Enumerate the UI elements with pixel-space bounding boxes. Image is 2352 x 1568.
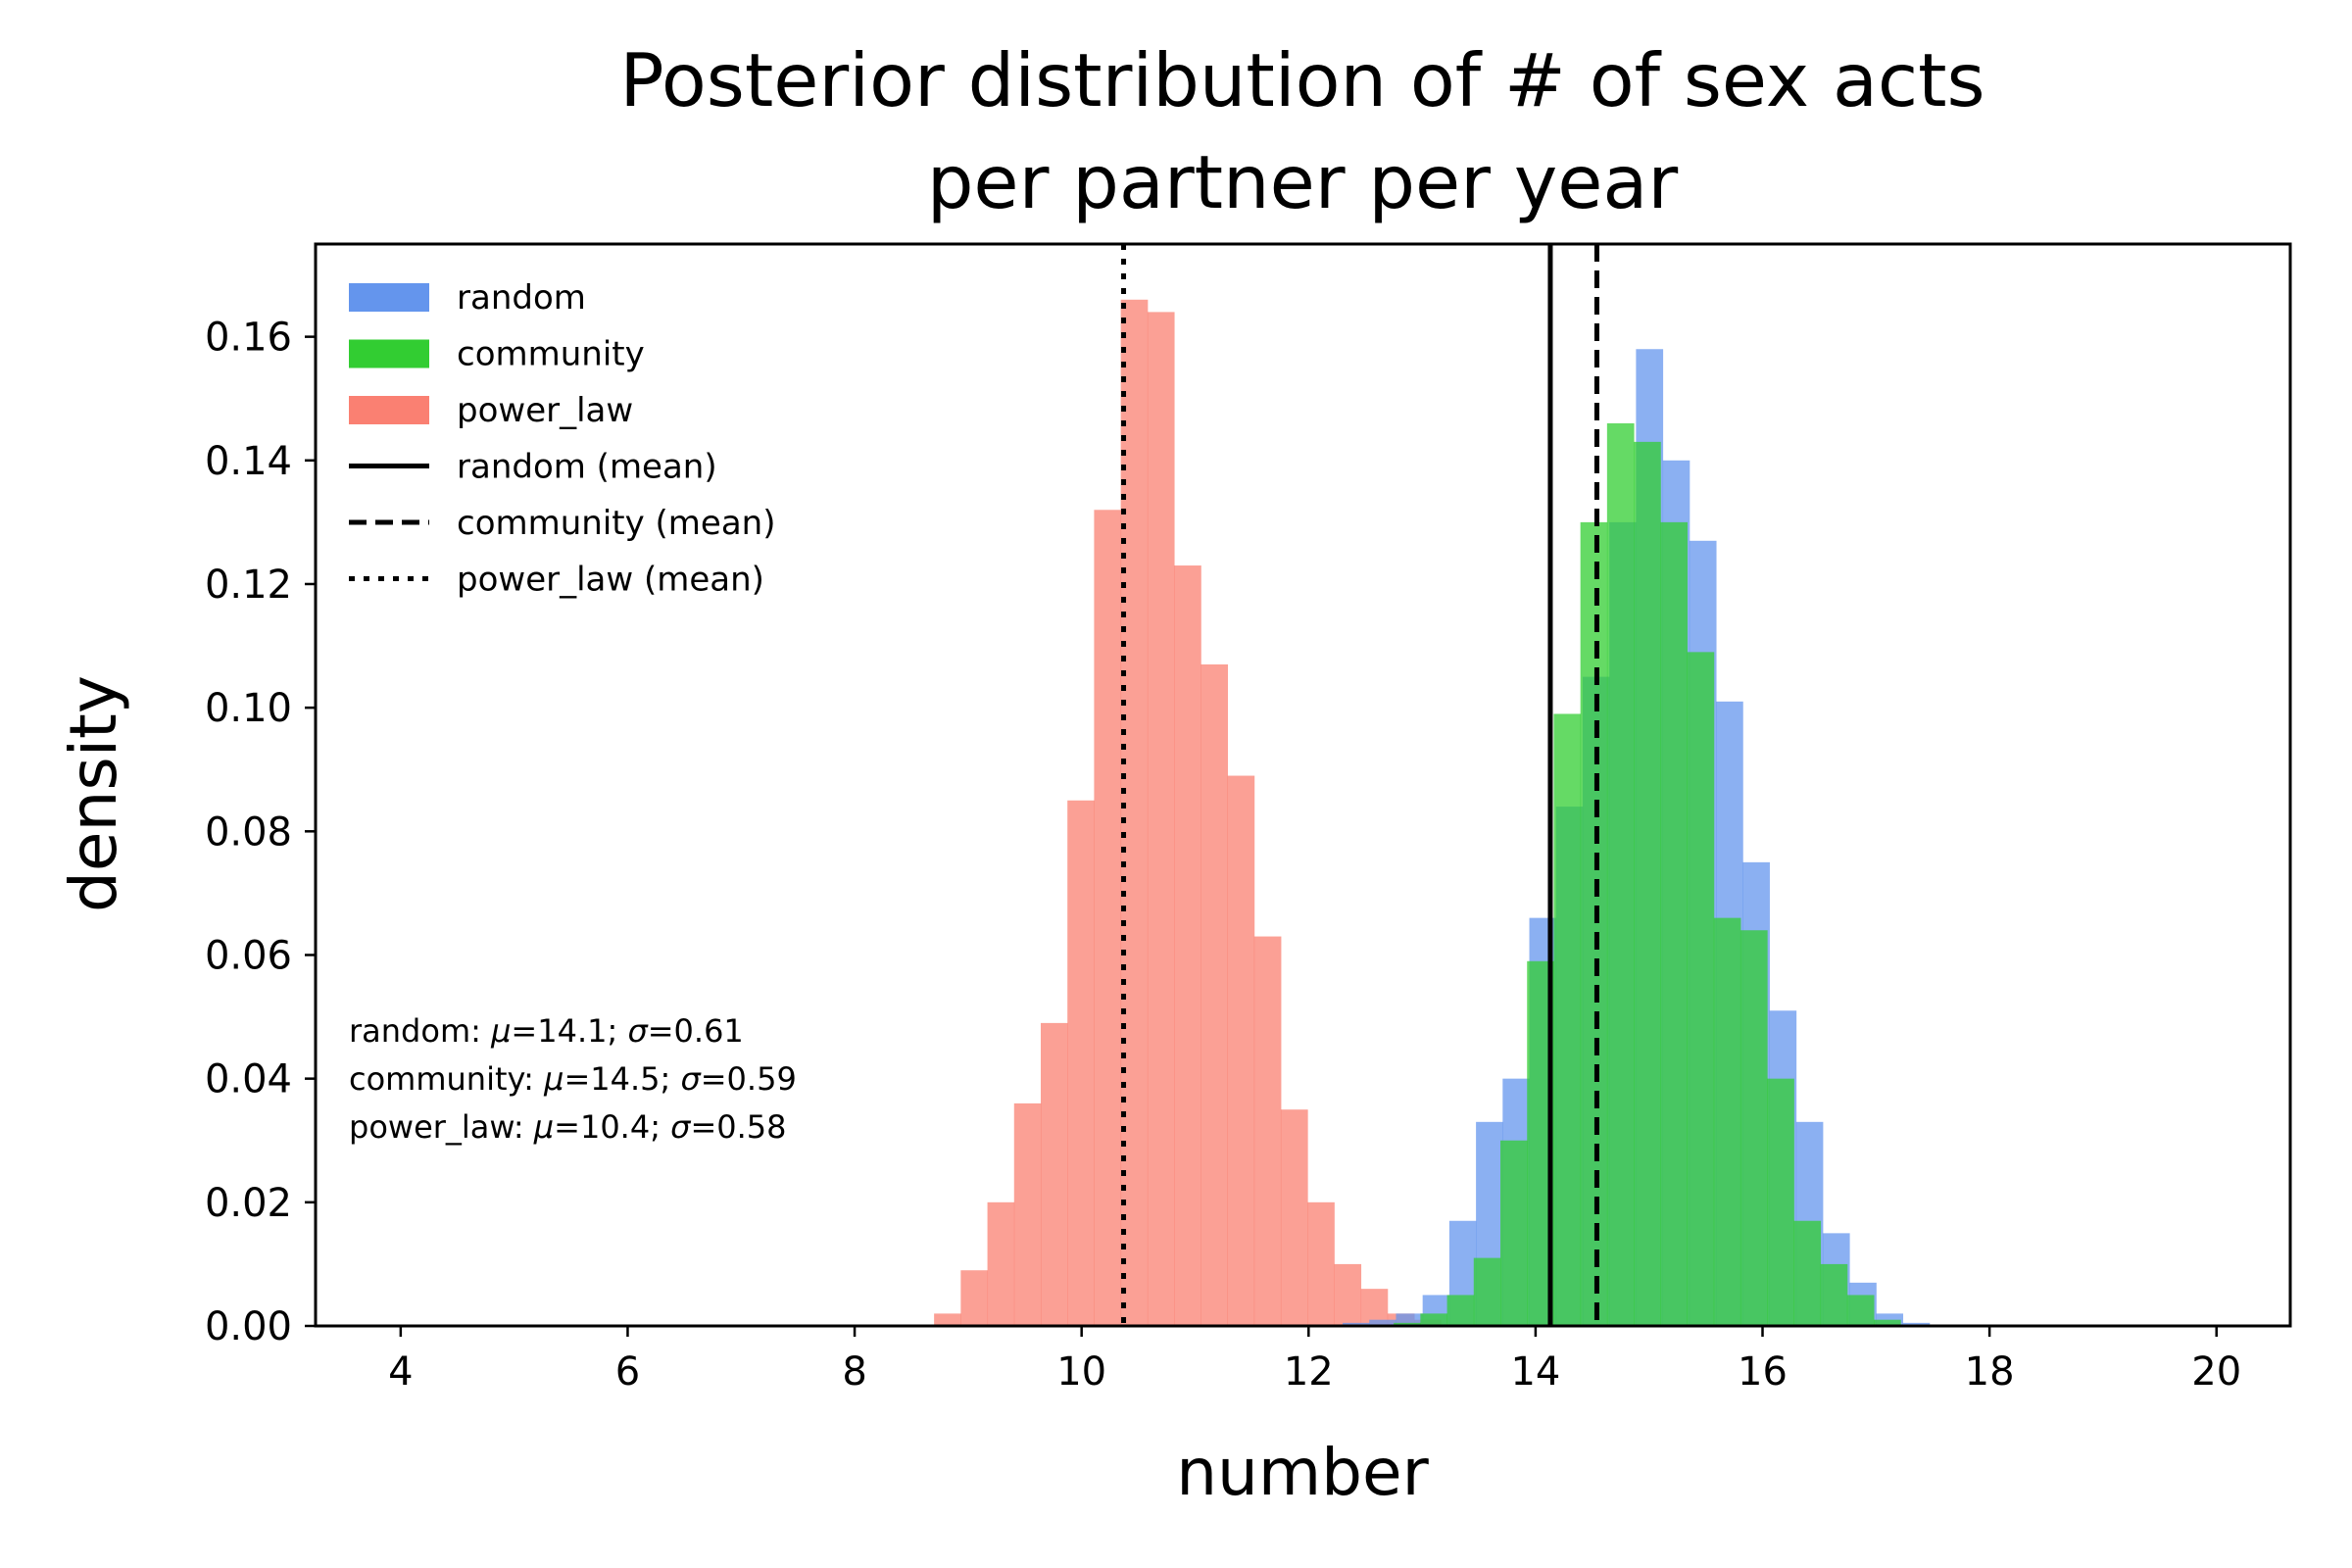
legend-label-community: community bbox=[457, 335, 645, 374]
legend-swatch-power_law bbox=[349, 396, 429, 424]
power_law-bar bbox=[1334, 1263, 1362, 1326]
stats-line-power_law: power_law: μ=10.4; σ=0.58 bbox=[349, 1108, 787, 1146]
power_law-bar bbox=[934, 1313, 961, 1326]
community-bar bbox=[1553, 713, 1582, 1326]
x-tick-label: 20 bbox=[2191, 1349, 2241, 1395]
legend-label-random-mean: random (mean) bbox=[457, 448, 717, 487]
power_law-bar bbox=[1200, 663, 1228, 1326]
community-bar bbox=[1446, 1295, 1475, 1326]
chart-title-line-2: per partner per year bbox=[927, 139, 1678, 225]
random-bar bbox=[1369, 1319, 1396, 1326]
power_law-series bbox=[934, 299, 1442, 1327]
community-bar bbox=[1473, 1257, 1501, 1326]
community-bar bbox=[1687, 652, 1715, 1326]
mean-lines bbox=[1121, 244, 1599, 1326]
power_law-bar bbox=[960, 1270, 989, 1326]
x-axis-label: number bbox=[1176, 1435, 1429, 1510]
power_law-bar bbox=[1253, 936, 1282, 1326]
y-tick-label: 0.00 bbox=[205, 1304, 292, 1349]
y-tick-label: 0.04 bbox=[205, 1057, 292, 1102]
y-tick-label: 0.10 bbox=[205, 686, 292, 731]
stats-line-random: random: μ=14.1; σ=0.61 bbox=[349, 1012, 744, 1050]
x-tick-label: 12 bbox=[1284, 1349, 1334, 1395]
y-tick-label: 0.06 bbox=[205, 933, 292, 978]
community-bar bbox=[1500, 1140, 1528, 1326]
community-bar bbox=[1846, 1295, 1875, 1326]
legend-label-community-mean: community (mean) bbox=[457, 504, 776, 543]
y-axis-ticks: 0.00 0.02 0.04 0.06 0.08 0.10 0.12 0.14 0.16 bbox=[205, 316, 316, 1349]
legend-label-power_law: power_law bbox=[457, 391, 633, 430]
community-bar bbox=[1420, 1313, 1448, 1326]
power_law-bar bbox=[1227, 775, 1255, 1326]
community-bar bbox=[1634, 441, 1661, 1327]
community-bar bbox=[1660, 521, 1688, 1326]
y-tick-label: 0.02 bbox=[205, 1181, 292, 1226]
x-tick-label: 10 bbox=[1056, 1349, 1106, 1395]
power_law-bar bbox=[1174, 565, 1201, 1326]
y-tick-label: 0.14 bbox=[205, 439, 292, 484]
y-axis-label: density bbox=[56, 675, 131, 912]
plot-frame bbox=[314, 242, 2292, 1328]
chart-title-line-1: Posterior distribution of # of sex acts bbox=[619, 37, 1984, 123]
community-bar bbox=[1873, 1319, 1901, 1326]
stats-line-community: community: μ=14.5; σ=0.59 bbox=[349, 1060, 797, 1098]
legend-label-power_law-mean: power_law (mean) bbox=[457, 561, 764, 600]
power_law-bar bbox=[1067, 800, 1095, 1326]
power_law-bar bbox=[1280, 1109, 1308, 1326]
community-series bbox=[1394, 422, 1901, 1327]
power_law-bar bbox=[1307, 1201, 1335, 1326]
y-tick-label: 0.08 bbox=[205, 809, 292, 855]
community-bar bbox=[1606, 422, 1635, 1326]
power_law-bar bbox=[1120, 299, 1149, 1327]
legend-swatch-random bbox=[349, 283, 429, 312]
histogram-bars bbox=[934, 299, 1931, 1327]
stats-annotation: random: μ=14.1; σ=0.61 community: μ=14.5;… bbox=[349, 1012, 797, 1146]
y-tick-label: 0.16 bbox=[205, 316, 292, 361]
x-tick-label: 14 bbox=[1510, 1349, 1560, 1395]
community-bar bbox=[1767, 1078, 1794, 1326]
power_law-bar bbox=[987, 1201, 1015, 1326]
random-bar bbox=[1902, 1322, 1931, 1326]
power_law-bar bbox=[1013, 1102, 1042, 1326]
community-bar bbox=[1580, 521, 1608, 1326]
y-tick-label: 0.12 bbox=[205, 563, 292, 608]
community-bar bbox=[1713, 917, 1741, 1326]
legend-swatch-community bbox=[349, 339, 429, 368]
random-bar bbox=[1343, 1322, 1370, 1326]
x-tick-label: 8 bbox=[842, 1349, 866, 1395]
power_law-bar bbox=[1147, 312, 1175, 1326]
x-axis-ticks: 4 6 8 10 12 14 16 18 20 bbox=[388, 1326, 2241, 1395]
legend-label-random: random bbox=[457, 278, 586, 318]
community-bar bbox=[1793, 1220, 1822, 1326]
power_law-bar bbox=[1094, 510, 1122, 1326]
community-bar bbox=[1820, 1263, 1848, 1326]
x-tick-label: 6 bbox=[615, 1349, 640, 1395]
power_law-bar bbox=[1040, 1022, 1068, 1326]
x-tick-label: 16 bbox=[1738, 1349, 1788, 1395]
community-bar bbox=[1394, 1322, 1421, 1326]
community-bar bbox=[1740, 930, 1768, 1326]
x-tick-label: 4 bbox=[388, 1349, 413, 1395]
x-tick-label: 18 bbox=[1965, 1349, 2015, 1395]
